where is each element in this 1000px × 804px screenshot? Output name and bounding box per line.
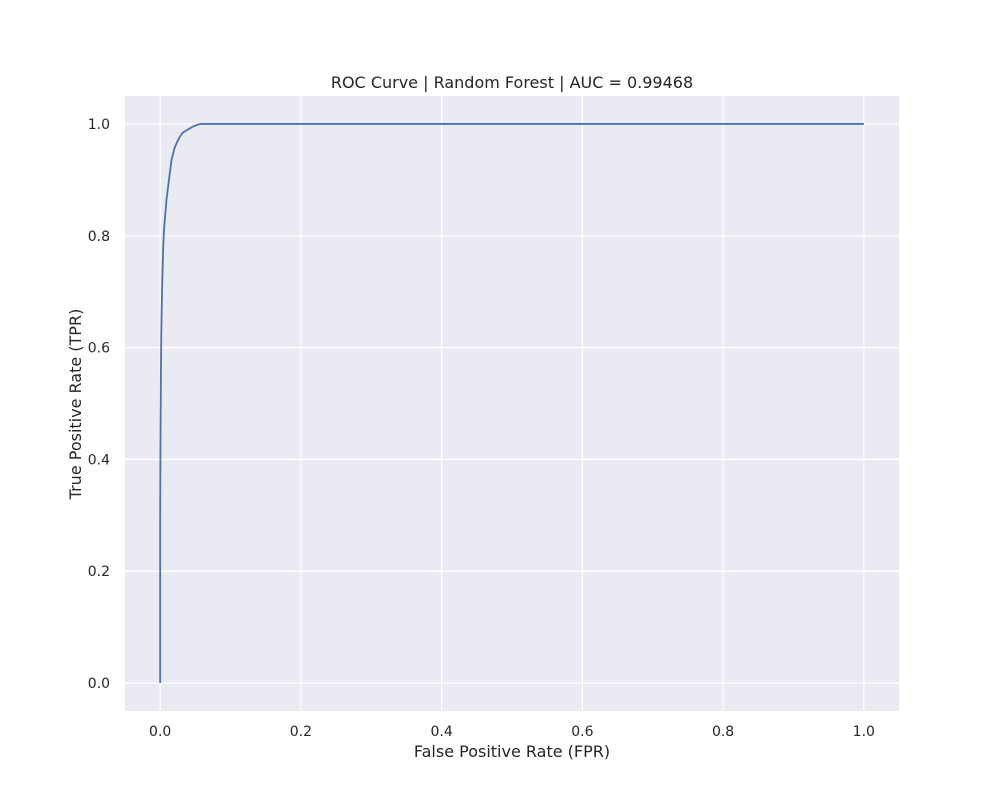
y-tick-label: 0.0	[88, 676, 110, 692]
x-tick-label: 0.4	[431, 724, 453, 740]
chart-title: ROC Curve | Random Forest | AUC = 0.9946…	[331, 73, 693, 92]
tick-layer: 0.0 0.2 0.4 0.6 0.8 1.0 0.0 0.2 0.4 0.6 0.8 1.0	[88, 117, 875, 740]
y-axis-label: True Positive Rate (TPR)	[66, 309, 85, 501]
y-tick-label: 1.0	[88, 117, 110, 133]
y-tick-label: 0.8	[88, 229, 110, 245]
plot-area	[125, 96, 899, 711]
y-tick-label: 0.6	[88, 341, 110, 357]
x-tick-label: 1.0	[853, 724, 875, 740]
y-tick-label: 0.4	[88, 452, 110, 468]
x-axis-label: False Positive Rate (FPR)	[414, 742, 610, 761]
x-tick-label: 0.8	[712, 724, 734, 740]
x-tick-label: 0.2	[290, 724, 312, 740]
series-layer	[159, 123, 864, 684]
x-tick-label: 0.6	[571, 724, 593, 740]
x-tick-label: 0.0	[149, 724, 171, 740]
y-tick-label: 0.2	[88, 564, 110, 580]
roc-curve-line	[159, 123, 864, 684]
